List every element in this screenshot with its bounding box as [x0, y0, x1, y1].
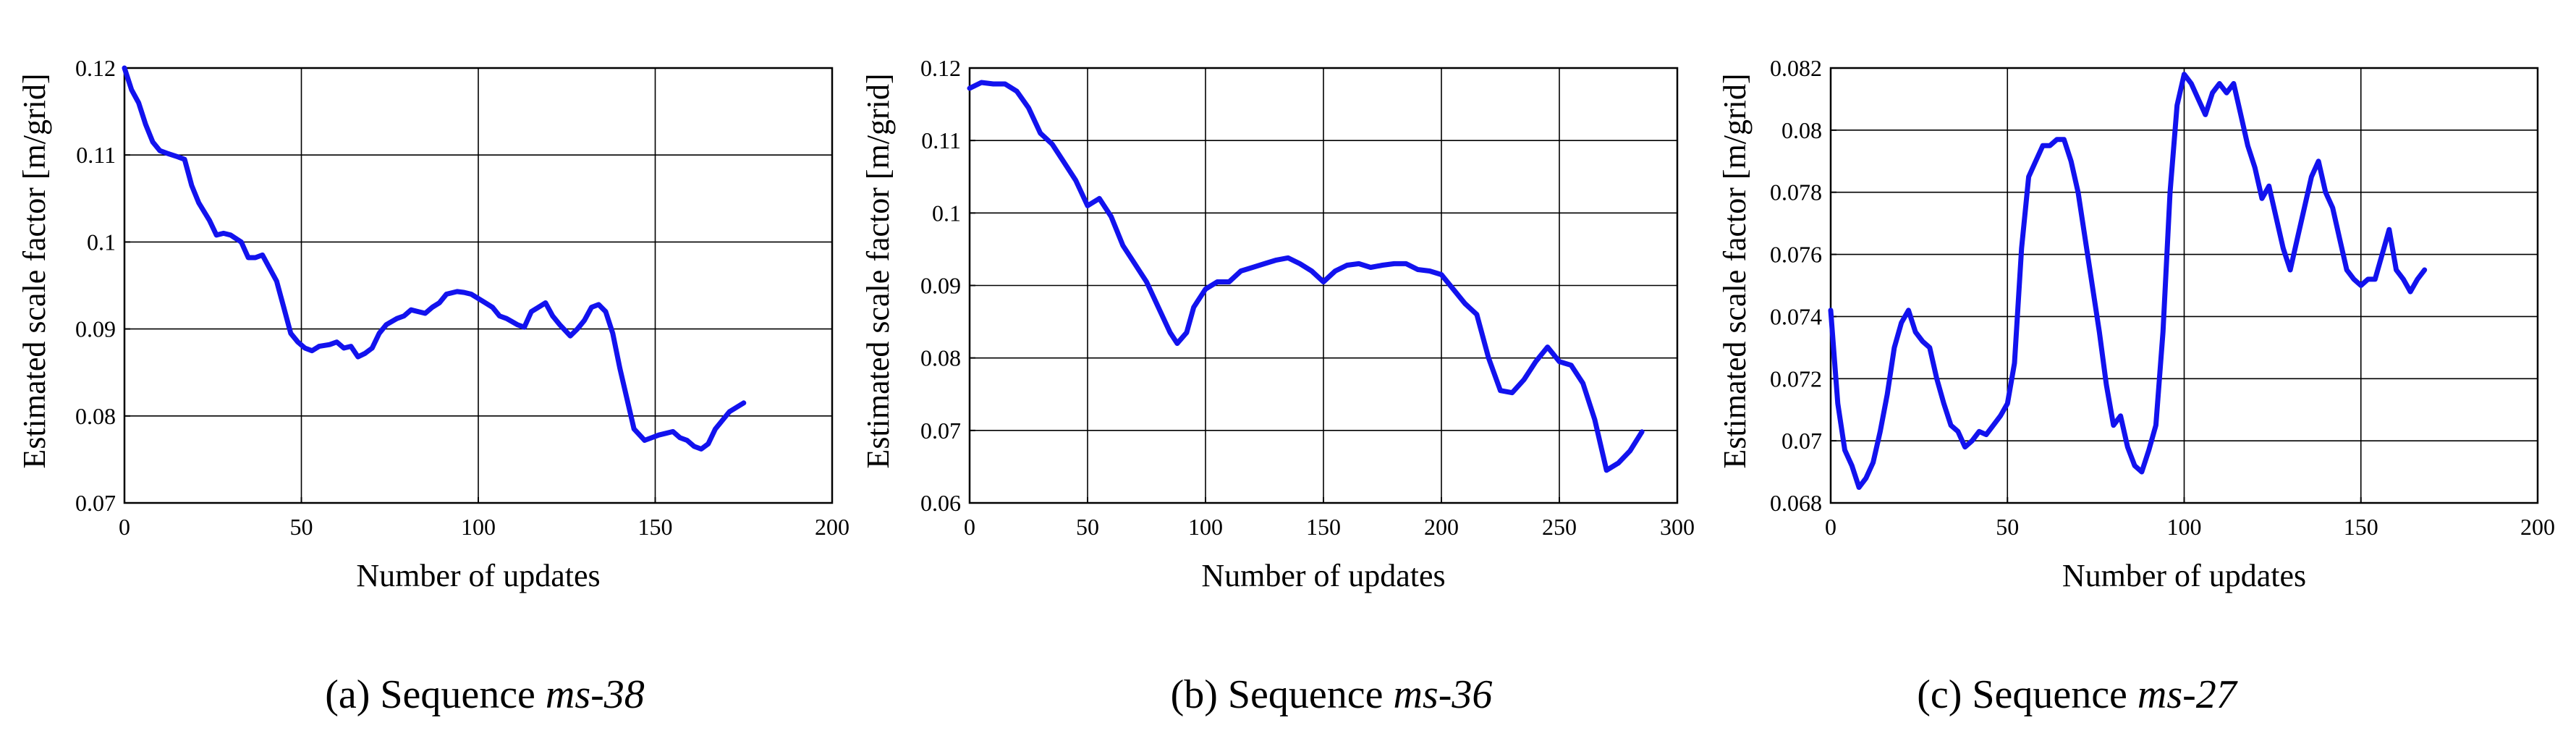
- y-tick-label: 0.11: [921, 127, 961, 153]
- x-tick-label: 150: [2344, 514, 2378, 540]
- series-line: [1828, 72, 2428, 490]
- y-axis-label: Estimated scale factor [m/grid]: [17, 73, 52, 468]
- x-tick-label: 0: [119, 514, 130, 540]
- x-axis-label: Number of updates: [1201, 558, 1445, 593]
- y-tick-label: 0.068: [1770, 490, 1822, 516]
- y-tick-label: 0.082: [1770, 55, 1822, 81]
- subfigure-caption: (b) Sequence ms-36: [1171, 672, 1493, 717]
- x-tick-label: 0: [1825, 514, 1836, 540]
- x-tick-label: 150: [1306, 514, 1341, 540]
- y-tick-label: 0.12: [75, 55, 116, 81]
- x-tick-label: 200: [2520, 514, 2555, 540]
- y-tick-label: 0.09: [75, 316, 116, 342]
- plot-area: [123, 67, 834, 504]
- x-tick-label: 100: [461, 514, 496, 540]
- x-tick-label: 50: [1076, 514, 1099, 540]
- y-tick-label: 0.09: [920, 273, 961, 299]
- y-tick-label: 0.12: [920, 55, 961, 81]
- caption-sequence-name: ms-36: [1393, 672, 1492, 717]
- x-tick-label: 50: [290, 514, 313, 540]
- plot-area: [1829, 67, 2539, 504]
- y-tick-label: 0.07: [75, 490, 116, 516]
- chart-panel-2: 0 50 100 150 200 250 300 0.06 0.07 0.08 0.09 0.1 0.1…: [860, 55, 1695, 717]
- x-axis-label: Number of updates: [2062, 558, 2306, 593]
- x-tick-label: 250: [1542, 514, 1577, 540]
- x-tick-label: 300: [1660, 514, 1695, 540]
- caption-prefix: (a) Sequence: [325, 672, 546, 717]
- y-tick-label: 0.074: [1770, 303, 1822, 329]
- x-tick-label: 0: [964, 514, 975, 540]
- x-tick-label: 200: [815, 514, 850, 540]
- x-tick-label: 200: [1424, 514, 1459, 540]
- x-axis-label: Number of updates: [356, 558, 600, 593]
- caption-sequence-name: ms-38: [546, 672, 645, 717]
- x-tick-label: 100: [2167, 514, 2202, 540]
- series-line: [122, 65, 747, 452]
- subfigure-caption: (c) Sequence ms-27: [1917, 672, 2238, 717]
- x-tick-label: 150: [638, 514, 673, 540]
- y-tick-label: 0.1: [87, 229, 116, 255]
- y-tick-label: 0.08: [1781, 117, 1822, 143]
- y-axis-label: Estimated scale factor [m/grid]: [860, 73, 896, 468]
- y-tick-label: 0.078: [1770, 179, 1822, 206]
- caption-prefix: (c) Sequence: [1917, 672, 2138, 717]
- y-tick-label: 0.07: [1781, 428, 1822, 454]
- y-axis-label: Estimated scale factor [m/grid]: [1717, 73, 1753, 468]
- series-line: [967, 80, 1645, 473]
- plot-area: [968, 67, 1679, 504]
- x-tick-label: 50: [1996, 514, 2019, 540]
- y-tick-label: 0.11: [76, 142, 116, 168]
- y-tick-label: 0.072: [1770, 365, 1822, 391]
- chart-panel-3: 0 50 100 150 200 0.068 0.07 0.072 0.074 0.076 0.07…: [1717, 55, 2555, 717]
- y-tick-label: 0.08: [75, 403, 116, 429]
- y-tick-label: 0.06: [920, 490, 961, 516]
- chart-panel-1: 0 50 100 150 200 0.07 0.08 0.09 0.1 0.11 0.12 Numbe…: [17, 55, 850, 717]
- subfigure-caption: (a) Sequence ms-38: [325, 672, 645, 717]
- caption-sequence-name: ms-27: [2138, 672, 2238, 717]
- y-tick-label: 0.1: [932, 200, 961, 226]
- y-tick-label: 0.08: [920, 345, 961, 371]
- y-tick-label: 0.07: [920, 418, 961, 444]
- caption-prefix: (b) Sequence: [1171, 672, 1394, 717]
- y-tick-label: 0.076: [1770, 242, 1822, 268]
- x-tick-label: 100: [1188, 514, 1223, 540]
